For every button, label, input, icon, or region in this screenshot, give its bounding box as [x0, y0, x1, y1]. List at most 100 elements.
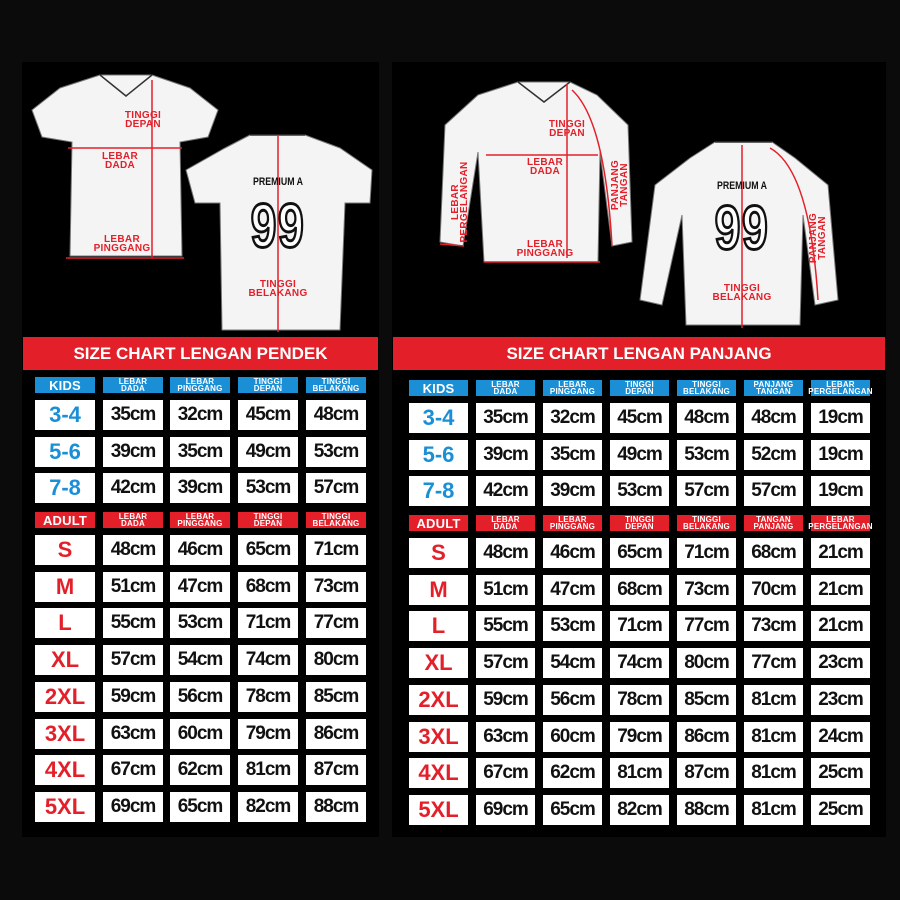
- kids-header-cell: TINGGI BELAKANG: [306, 377, 366, 393]
- size-label: XL: [35, 645, 95, 676]
- measurement-cell: 81cm: [744, 721, 803, 752]
- measurement-cell: 57cm: [306, 473, 366, 504]
- jersey-name-long: PREMIUM A: [716, 180, 768, 192]
- size-label: 3XL: [35, 718, 95, 749]
- kids-header-cell: KIDS: [409, 380, 468, 396]
- measurement-cell: 25cm: [811, 794, 870, 825]
- measurement-cell: 45cm: [238, 400, 298, 430]
- measurement-cell: 73cm: [306, 571, 366, 602]
- label-lebar-dada-short: LEBAR DADA: [102, 151, 138, 171]
- measurement-cell: 21cm: [811, 538, 870, 568]
- label-panjang-tangan-back: PANJANG TANGAN: [808, 212, 828, 264]
- size-label: S: [409, 538, 468, 568]
- header-text: DEPAN: [625, 387, 654, 396]
- header-text: LEBAR: [118, 512, 148, 521]
- size-label: S: [35, 535, 95, 565]
- measurement-cell: 87cm: [306, 755, 366, 786]
- measurement-cell: 39cm: [476, 439, 535, 470]
- measurement-cell: 21cm: [811, 574, 870, 605]
- label-lebar-pinggang-long: LEBAR PINGGANG: [516, 239, 574, 259]
- header-text: BELAKANG: [683, 387, 730, 396]
- adult-header-cell: ADULT: [35, 512, 95, 528]
- measurement-cell: 74cm: [610, 648, 669, 679]
- label-tinggi-depan-long: TINGGI DEPAN: [548, 119, 586, 139]
- measurement-cell: 81cm: [238, 755, 298, 786]
- header-text: DEPAN: [253, 519, 283, 528]
- adult-header-cell: LEBAR DADA: [476, 515, 535, 531]
- size-label: 2XL: [35, 681, 95, 712]
- measurement-cell: 48cm: [476, 538, 535, 568]
- jersey-number-short: 99: [250, 192, 306, 261]
- kids-header-cell: TINGGI DEPAN: [238, 377, 298, 393]
- measurement-cell: 67cm: [103, 755, 163, 786]
- measurement-cell: 73cm: [744, 611, 803, 642]
- kids-header-cell: LEBAR DADA: [476, 380, 535, 396]
- measurement-cell: 71cm: [306, 535, 366, 565]
- header-text: TINGGI: [625, 380, 654, 389]
- kids-header-cell: TINGGI DEPAN: [610, 380, 669, 396]
- adult-header-cell: LEBAR PERGELANGAN: [808, 515, 873, 531]
- measurement-cell: 59cm: [103, 681, 163, 712]
- adult-header-cell: TINGGI BELAKANG: [306, 512, 366, 528]
- measurement-cell: 57cm: [744, 476, 803, 507]
- kids-header-cell: LEBAR DADA: [103, 377, 163, 393]
- header-text: ADULT: [416, 515, 461, 531]
- jersey-name-short: PREMIUM A: [252, 176, 304, 188]
- measurement-cell: 56cm: [170, 681, 230, 712]
- measurement-cell: 79cm: [610, 721, 669, 752]
- size-label: M: [409, 574, 468, 605]
- measurement-cell: 45cm: [610, 403, 669, 433]
- kids-header-cell: LEBAR PERGELANGAN: [808, 380, 873, 396]
- measurement-cell: 86cm: [677, 721, 736, 752]
- header-text: LEBAR: [826, 380, 855, 389]
- measurement-cell: 67cm: [476, 758, 535, 789]
- header-text: DADA: [121, 384, 145, 393]
- measurement-cell: 65cm: [610, 538, 669, 568]
- measurement-cell: 21cm: [811, 611, 870, 642]
- size-label: XL: [409, 648, 468, 679]
- measurement-cell: 63cm: [476, 721, 535, 752]
- measurement-cell: 53cm: [677, 439, 736, 470]
- adult-header-cell: TINGGI DEPAN: [238, 512, 298, 528]
- header-text: DADA: [121, 519, 145, 528]
- size-label: 2XL: [409, 684, 468, 715]
- jersey-illustrations: [31, 74, 839, 332]
- measurement-cell: 86cm: [306, 718, 366, 749]
- measurement-cell: 49cm: [610, 439, 669, 470]
- header-text: LEBAR: [826, 515, 855, 524]
- measurement-cell: 60cm: [170, 718, 230, 749]
- measurement-cell: 78cm: [238, 681, 298, 712]
- measurement-cell: 81cm: [744, 794, 803, 825]
- header-text: LEBAR: [491, 515, 520, 524]
- measurement-cell: 53cm: [543, 611, 602, 642]
- measurement-cell: 74cm: [238, 645, 298, 676]
- measurement-cell: 57cm: [677, 476, 736, 507]
- adult-header-cell: LEBAR DADA: [103, 512, 163, 528]
- size-label: 4XL: [409, 758, 468, 789]
- header-text: TINGGI: [321, 512, 351, 521]
- header-text: KIDS: [422, 380, 455, 396]
- adult-header-cell: ADULT: [409, 515, 468, 531]
- kids-header-cell: LEBAR PINGGANG: [170, 377, 230, 393]
- kids-header-cell: LEBAR PINGGANG: [543, 380, 602, 396]
- title-long-sleeve: SIZE CHART LENGAN PANJANG: [393, 337, 885, 370]
- adult-header-cell: TINGGI BELAKANG: [677, 515, 736, 531]
- measurement-cell: 85cm: [677, 684, 736, 715]
- measurement-cell: 24cm: [811, 721, 870, 752]
- adult-header-cell: LEBAR PINGGANG: [170, 512, 230, 528]
- measurement-cell: 53cm: [306, 436, 366, 467]
- measurement-cell: 42cm: [476, 476, 535, 507]
- measurement-cell: 19cm: [811, 476, 870, 507]
- measurement-cell: 35cm: [170, 436, 230, 467]
- measurement-cell: 59cm: [476, 684, 535, 715]
- size-label: 5-6: [35, 436, 95, 467]
- header-text: LEBAR: [558, 515, 587, 524]
- measurement-cell: 65cm: [238, 535, 298, 565]
- measurement-cell: 71cm: [610, 611, 669, 642]
- header-text: TINGGI: [253, 512, 283, 521]
- jersey-number-long: 99: [714, 194, 770, 263]
- measurement-cell: 48cm: [744, 403, 803, 433]
- measurement-cell: 19cm: [811, 439, 870, 470]
- measurement-cell: 51cm: [476, 574, 535, 605]
- measurement-cell: 81cm: [610, 758, 669, 789]
